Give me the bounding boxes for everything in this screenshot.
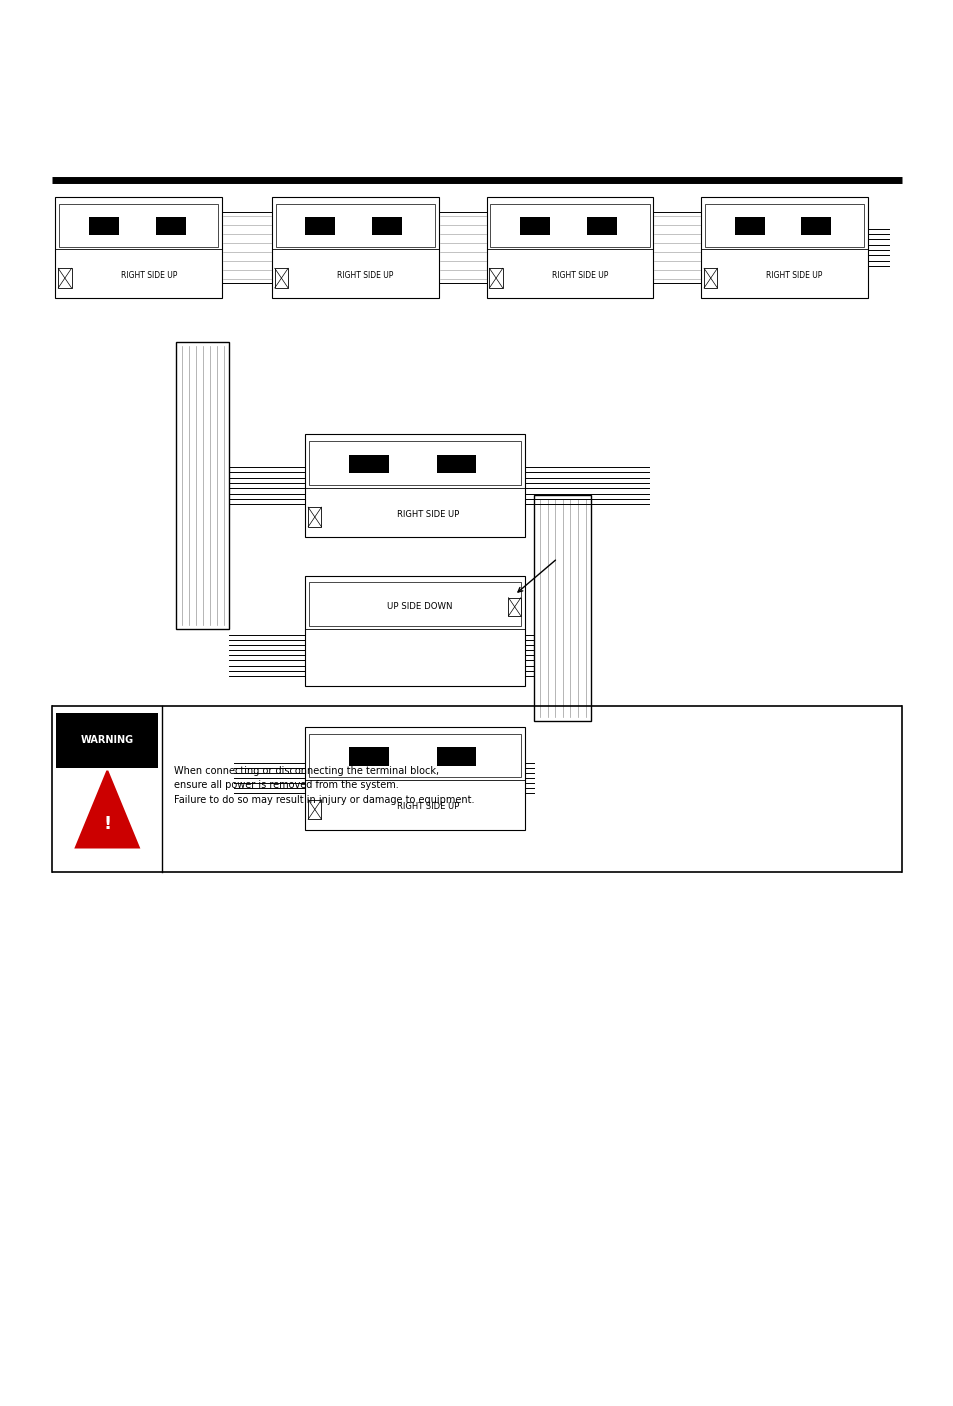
Bar — [436, 748, 476, 766]
Text: !: ! — [103, 815, 112, 834]
Bar — [309, 734, 520, 778]
Bar — [305, 434, 524, 537]
Text: RIGHT SIDE UP: RIGHT SIDE UP — [336, 271, 394, 280]
Bar — [734, 217, 763, 235]
Text: RIGHT SIDE UP: RIGHT SIDE UP — [396, 510, 458, 519]
Bar — [155, 217, 185, 235]
Bar — [700, 197, 867, 298]
Bar — [305, 217, 335, 235]
Polygon shape — [75, 770, 139, 848]
Bar — [55, 197, 222, 298]
Bar — [222, 212, 272, 283]
Bar — [308, 800, 321, 820]
Text: UP SIDE DOWN: UP SIDE DOWN — [386, 602, 452, 610]
Bar — [486, 197, 653, 298]
Bar — [274, 269, 288, 288]
Bar — [586, 217, 616, 235]
Text: RIGHT SIDE UP: RIGHT SIDE UP — [551, 271, 608, 280]
Bar — [703, 269, 717, 288]
Bar — [436, 456, 476, 474]
Text: RIGHT SIDE UP: RIGHT SIDE UP — [396, 803, 458, 811]
Bar — [59, 204, 218, 246]
Bar — [176, 342, 229, 630]
Bar — [349, 748, 388, 766]
Bar — [275, 204, 435, 246]
Bar — [372, 217, 401, 235]
Bar — [89, 217, 118, 235]
Bar — [490, 204, 649, 246]
Bar — [489, 269, 502, 288]
Bar — [309, 441, 520, 485]
Bar — [704, 204, 863, 246]
Bar — [349, 456, 388, 474]
Bar — [508, 598, 520, 616]
Bar — [305, 727, 524, 830]
Text: RIGHT SIDE UP: RIGHT SIDE UP — [120, 271, 177, 280]
Bar — [272, 197, 438, 298]
Bar — [801, 217, 830, 235]
Bar — [519, 217, 549, 235]
Bar — [58, 269, 71, 288]
Bar — [305, 576, 524, 686]
Bar — [534, 495, 591, 721]
Bar — [653, 212, 700, 283]
Text: When connecting or disconnecting the terminal block,
ensure all power is removed: When connecting or disconnecting the ter… — [173, 766, 474, 806]
Bar — [438, 212, 486, 283]
Text: WARNING: WARNING — [81, 735, 133, 745]
Text: RIGHT SIDE UP: RIGHT SIDE UP — [765, 271, 822, 280]
Bar — [309, 582, 520, 626]
Bar — [56, 713, 158, 768]
Bar — [308, 508, 321, 527]
